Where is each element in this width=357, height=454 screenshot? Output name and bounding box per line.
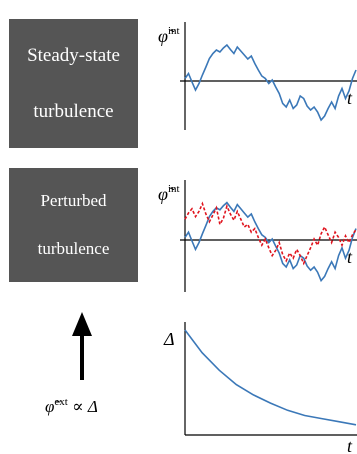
panel2-x-label: t: [347, 247, 353, 267]
forcing-rel: ∝: [68, 397, 88, 416]
steady-box-line1: Steady-state: [27, 44, 120, 66]
steady-box-line2: turbulence: [33, 100, 114, 122]
steady-state-turbulence-box: Steady-state turbulence: [9, 19, 138, 148]
perturbed-time-series-panel: φ̃int t: [158, 180, 357, 292]
panel2-series: [184, 201, 357, 283]
forcing-arrow: [72, 312, 92, 380]
series-line-intrinsic: [184, 201, 357, 283]
perturbed-box-line1: Perturbed: [40, 191, 107, 210]
panel3-series: [184, 329, 357, 426]
panel1-y-label: φ̃int: [158, 25, 180, 46]
panel3-y-label: Δ: [163, 329, 175, 349]
decay-curve: [184, 329, 357, 426]
forcing-label: φ̃ext ∝ Δ: [45, 396, 98, 416]
perturbed-turbulence-box: Perturbed turbulence: [9, 168, 138, 282]
forcing-sup: ext: [54, 396, 67, 408]
decay-panel: Δ t: [163, 322, 357, 454]
panel3-x-label: t: [347, 436, 353, 454]
series-line-perturbed: [184, 201, 357, 266]
panel2-y-label: φ̃int: [158, 183, 180, 204]
panel2-y-label-sup: int: [168, 183, 180, 195]
perturbed-box-line2: turbulence: [37, 239, 110, 258]
forcing-delta: Δ: [87, 397, 98, 416]
series-line-intrinsic: [184, 43, 357, 122]
panel1-series: [184, 43, 357, 122]
steady-state-time-series-panel: φ̃int t: [158, 22, 357, 130]
panel1-y-label-sup: int: [168, 25, 180, 37]
panel1-x-label: t: [347, 88, 353, 108]
